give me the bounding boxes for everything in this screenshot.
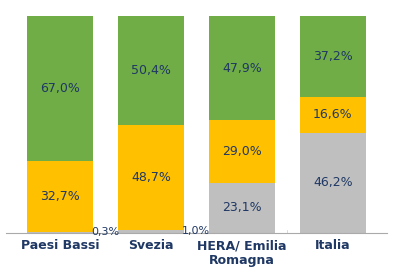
Bar bbox=[28, 16, 93, 161]
Text: 23,1%: 23,1% bbox=[222, 201, 262, 214]
Text: 50,4%: 50,4% bbox=[131, 64, 171, 77]
Text: 32,7%: 32,7% bbox=[40, 190, 80, 203]
Bar bbox=[300, 97, 365, 133]
Bar bbox=[300, 133, 365, 233]
Bar bbox=[300, 16, 365, 97]
Bar bbox=[28, 232, 93, 233]
Text: 16,6%: 16,6% bbox=[313, 108, 353, 121]
Text: 29,0%: 29,0% bbox=[222, 145, 262, 158]
Text: 46,2%: 46,2% bbox=[313, 176, 353, 189]
Text: 47,9%: 47,9% bbox=[222, 62, 262, 75]
Bar bbox=[209, 120, 275, 183]
Text: 37,2%: 37,2% bbox=[313, 50, 353, 63]
Bar bbox=[28, 161, 93, 232]
Bar bbox=[118, 230, 184, 233]
Text: 0,3%: 0,3% bbox=[91, 227, 119, 237]
Bar bbox=[118, 16, 184, 125]
Bar bbox=[209, 183, 275, 233]
Bar bbox=[209, 16, 275, 120]
Text: 48,7%: 48,7% bbox=[131, 171, 171, 184]
Bar bbox=[118, 125, 184, 230]
Text: 1,0%: 1,0% bbox=[182, 226, 210, 236]
Text: 67,0%: 67,0% bbox=[40, 82, 80, 95]
